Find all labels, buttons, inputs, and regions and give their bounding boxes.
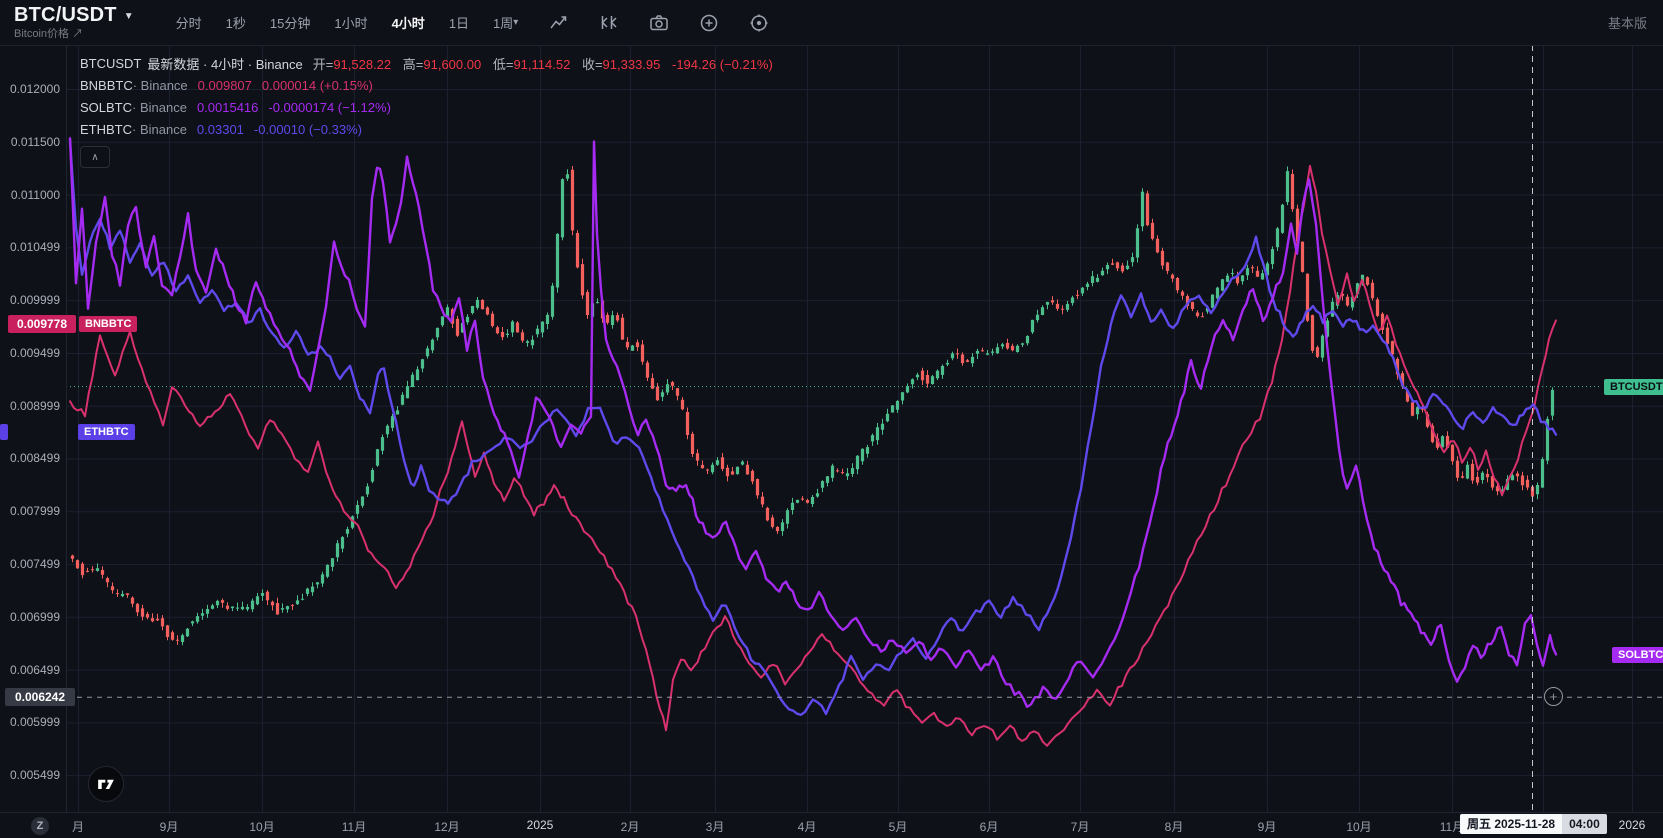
time-tick-label: 6月 (979, 820, 999, 834)
time-tick-label: 8月 (1164, 820, 1184, 834)
compare-exchange: · Binance (132, 77, 188, 93)
chevron-down-icon: ▼ (123, 10, 134, 22)
legend-main-symbol: BTCUSDT (80, 55, 142, 71)
price-tick-label: 0.010499 (9, 240, 60, 255)
legend-row-SOLBTC[interactable]: SOLBTC · Binance 0.0015416 -0.0000174 (−1.… (80, 96, 773, 118)
indicators-icon[interactable] (548, 12, 570, 34)
time-tick-label: 2月 (620, 820, 640, 834)
crosshair-date-badge: 周五 2025-11-28 04:00 (1460, 814, 1607, 834)
crosshair-date: 周五 2025-11-28 (1460, 814, 1563, 834)
compare-symbol: BNBBTC (80, 77, 133, 93)
low-value: 91,114.52 (513, 56, 571, 72)
compare-change: -0.00010 (−0.33%) (253, 121, 362, 137)
top-toolbar: BTC/USDT ▼ Bitcoin价格 ↗ 分时 1秒 15分钟 1小时 4小时 1日 1… (0, 0, 1663, 46)
price-tick-label: 0.008499 (9, 451, 60, 466)
time-tick-label: 4月 (797, 820, 817, 834)
timeframe-4小时[interactable]: 4小时 (391, 16, 425, 31)
price-tick-label: 0.009999 (9, 293, 60, 308)
price-tick-label: 0.005999 (9, 715, 60, 730)
compare-value: 0.03301 (196, 121, 244, 137)
compare-value: 0.0015416 (196, 99, 259, 115)
eth-name-badge: ETHBTC (78, 424, 135, 440)
time-tick-label: 7月 (1070, 820, 1090, 834)
legend-compare-rows: BNBBTC · Binance 0.009807 0.000014 (+0.15%… (80, 74, 773, 140)
price-tick-label: 0.011000 (10, 187, 60, 202)
time-tick-label: 10月 (1346, 820, 1372, 834)
time-tick-label: 5月 (888, 820, 908, 834)
price-tick-label: 0.006499 (9, 662, 60, 677)
price-tick-label: 0.008999 (9, 398, 60, 413)
replay-icon[interactable] (598, 12, 620, 34)
close-value: 91,333.95 (602, 56, 661, 72)
timeframe-1小时[interactable]: 1小时 (334, 16, 368, 31)
timeframe-15分钟[interactable]: 15分钟 (269, 16, 311, 31)
timeframe-1秒[interactable]: 1秒 (225, 16, 246, 31)
time-axis[interactable]: 月 9月 10月 11月 12月 2025 2月 3月 4月 5月 6月 7月 8月 9月 10月 11月 20… (0, 812, 1663, 838)
target-icon[interactable] (748, 12, 770, 34)
crosshair-price-badge: 0.006242 (5, 687, 75, 706)
symbol-subtitle-link[interactable]: Bitcoin价格 ↗ (14, 28, 84, 40)
timeframe-1周[interactable]: 1周 (493, 16, 514, 31)
legend-collapse-button[interactable]: ∧ (80, 146, 110, 168)
time-tick-label: 10月 (249, 820, 275, 834)
timeframe-1日[interactable]: 1日 (448, 16, 470, 31)
chart-legend: BTCUSDT 最新数据 · 4小时 · Binance 开=91,528.22… (80, 52, 773, 168)
compare-change: -0.0000174 (−1.12%) (268, 99, 391, 115)
change-value: -194.26 (−0.21%) (672, 56, 773, 72)
compare-symbol: SOLBTC (80, 99, 133, 115)
legend-row-BNBBTC[interactable]: BNBBTC · Binance 0.009807 0.000014 (+0.15%… (80, 74, 773, 96)
time-tick-label: 11月 (341, 820, 367, 834)
crosshair-time: 04:00 (1562, 814, 1607, 834)
compare-exchange: · Binance (132, 99, 187, 115)
price-tick-label: 0.005499 (9, 768, 60, 783)
time-tick-label: 3月 (705, 820, 725, 834)
compare-exchange: · Binance (132, 121, 187, 137)
bnb-name-badge: BNBBTC (79, 315, 138, 332)
price-tick-label: 0.011500 (10, 134, 60, 149)
legend-main-row[interactable]: BTCUSDT 最新数据 · 4小时 · Binance 开=91,528.22… (80, 52, 773, 74)
high-value: 91,600.00 (423, 56, 482, 72)
timeframe-switcher: 分时 1秒 15分钟 1小时 4小时 1日 1周 (176, 13, 514, 32)
time-tick-label: 12月 (434, 820, 460, 834)
tradingview-logo-icon (98, 779, 114, 789)
tradingview-logo[interactable] (88, 766, 124, 802)
compare-value: 0.009807 (197, 77, 252, 93)
add-order-plus-icon[interactable]: + (1544, 686, 1563, 706)
legend-ohlc: 开=91,528.22 高=91,600.00 低=91,114.52 收=91… (312, 56, 773, 72)
price-tick-label: 0.006999 (9, 609, 60, 624)
symbol-switcher[interactable]: BTC/USDT ▼ Bitcoin价格 ↗ (14, 5, 134, 40)
more-timeframes-caret[interactable]: ▾ (513, 17, 519, 28)
btcusdt-name-badge: BTCUSDT (1604, 378, 1663, 395)
timeframe-分时[interactable]: 分时 (175, 16, 202, 31)
price-tick-label: 0.012000 (9, 82, 60, 96)
sol-name-badge: SOLBTC (1612, 646, 1663, 663)
symbol-title[interactable]: BTC/USDT (14, 4, 117, 26)
time-tick-label: 11月 (1439, 820, 1465, 834)
chevron-up-icon: ∧ (91, 151, 99, 163)
eth-axis-marker (0, 424, 8, 440)
price-tick-label: 0.009499 (9, 345, 60, 360)
price-tick-label: 0.007999 (9, 504, 60, 519)
bnb-price-badge: 0.009778 (8, 314, 76, 333)
legend-main-desc: 最新数据 · 4小时 · Binance (147, 56, 303, 72)
price-tick-label: 0.007499 (9, 557, 60, 572)
camera-icon[interactable] (648, 12, 670, 34)
legend-row-ETHBTC[interactable]: ETHBTC · Binance 0.03301 -0.00010 (−0.33%) (80, 118, 773, 140)
time-tick-label: 2025 (526, 818, 554, 832)
plus-circle-icon[interactable] (698, 12, 720, 34)
time-tick-label: 9月 (159, 820, 179, 834)
plan-label[interactable]: 基本版 (1607, 16, 1647, 31)
timezone-button[interactable]: Z (31, 817, 49, 835)
time-tick-label: 9月 (1257, 820, 1277, 834)
toolbar-icons (548, 12, 770, 34)
compare-symbol: ETHBTC (80, 121, 132, 137)
time-tick-label: 2026 (1618, 818, 1646, 832)
open-value: 91,528.22 (333, 56, 392, 72)
price-axis[interactable]: 0.012000 0.011500 0.011000 0.010499 0.009999… (0, 45, 67, 812)
compare-change: 0.000014 (+0.15%) (261, 77, 373, 93)
time-tick-label: 月 (71, 820, 85, 834)
